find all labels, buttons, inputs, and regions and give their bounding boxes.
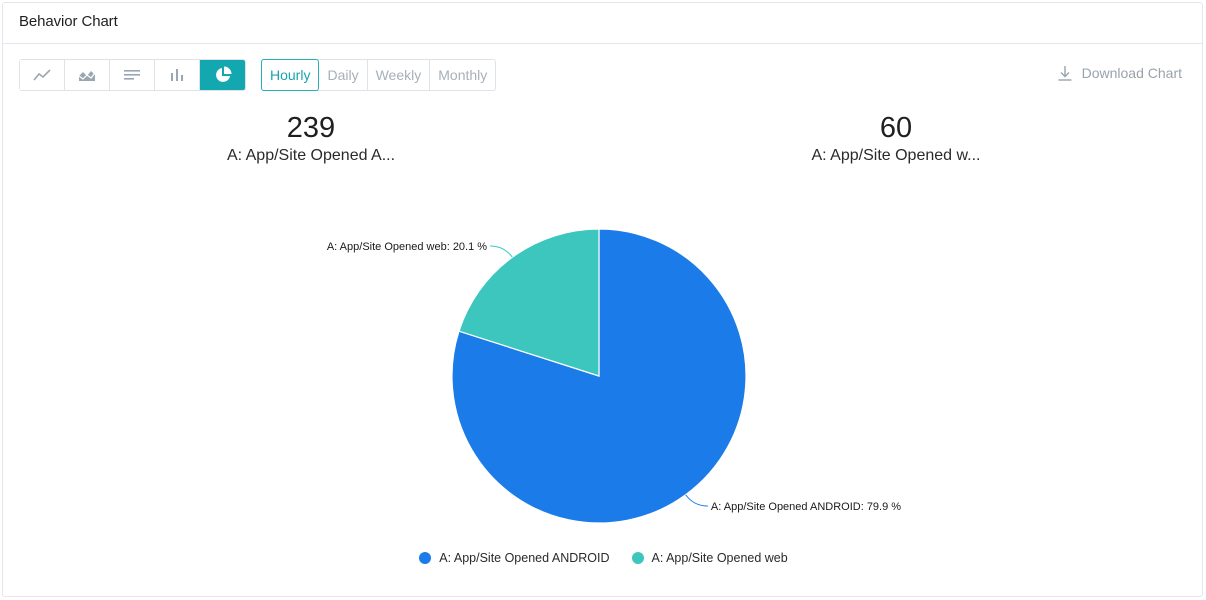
download-chart-label: Download Chart [1081, 65, 1182, 81]
stat-value: 239 [286, 112, 336, 144]
download-icon [1058, 66, 1072, 81]
pie-chart-button[interactable] [200, 60, 245, 90]
card-title: Behavior Chart [19, 13, 118, 30]
list-chart-button[interactable] [110, 60, 155, 90]
stat-value: 60 [879, 112, 913, 144]
pie-chart: A: App/Site Opened ANDROID: 79.9 % A: App… [327, 228, 901, 524]
area-chart-icon [78, 70, 96, 81]
bar-chart-button[interactable] [155, 60, 200, 90]
list-chart-icon [124, 70, 140, 80]
chart-type-selector [19, 59, 246, 91]
pie-label-connector-1 [490, 245, 513, 258]
line-chart-button[interactable] [20, 60, 65, 90]
stat-android: 239 A: App/Site Opened A... [161, 111, 461, 165]
stat-web: 60 A: App/Site Opened w... [746, 111, 1046, 165]
legend-item-web[interactable]: A: App/Site Opened web [631, 551, 788, 565]
legend-marker [419, 552, 432, 564]
legend-label: A: App/Site Opened web [651, 551, 788, 565]
stat-label: A: App/Site Opened A... [226, 147, 396, 164]
pie-label-connector-0 [685, 494, 708, 507]
pie-data-label-0: A: App/Site Opened ANDROID: 79.9 % [711, 501, 901, 513]
legend-label: A: App/Site Opened ANDROID [439, 551, 610, 565]
download-chart-button[interactable]: Download Chart [1058, 65, 1182, 81]
line-chart-icon [33, 69, 51, 81]
bar-chart-icon [171, 69, 183, 81]
daily-button[interactable]: Daily [319, 60, 368, 90]
legend-marker [631, 552, 644, 564]
legend-item-android[interactable]: A: App/Site Opened ANDROID [419, 551, 610, 565]
granularity-selector: Hourly Daily Weekly Monthly [261, 59, 497, 91]
weekly-button[interactable]: Weekly [368, 60, 431, 90]
pie-data-label-1: A: App/Site Opened web: 20.1 % [327, 241, 487, 253]
area-chart-button[interactable] [65, 60, 110, 90]
pie-slice-1[interactable] [458, 228, 600, 377]
card-header: Behavior Chart [3, 3, 1202, 44]
hourly-button[interactable]: Hourly [261, 59, 320, 91]
pie-chart-icon [215, 66, 231, 82]
chart-legend: A: App/Site Opened ANDROID A: App/Site O… [3, 551, 1204, 565]
monthly-button[interactable]: Monthly [438, 67, 488, 83]
stat-label: A: App/Site Opened w... [811, 147, 981, 164]
